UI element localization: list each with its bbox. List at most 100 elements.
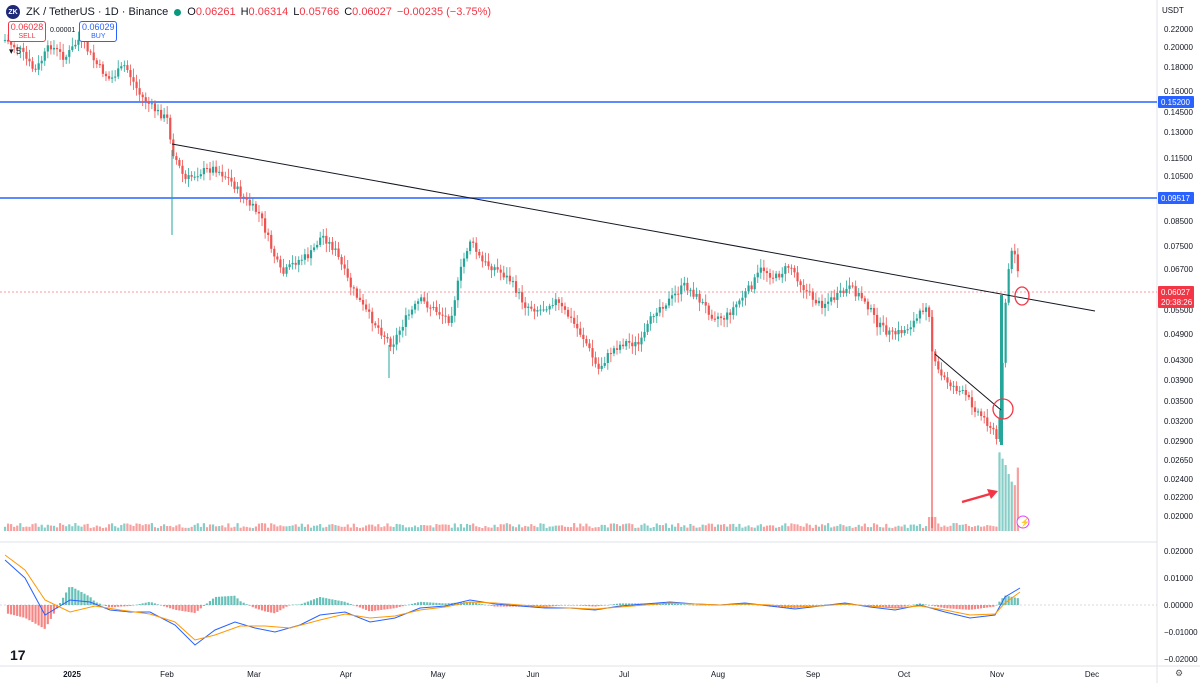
candle-body xyxy=(481,255,484,262)
candle-body xyxy=(811,291,814,300)
volume-bar xyxy=(989,525,992,531)
candle-body xyxy=(738,300,741,305)
candle-body xyxy=(588,343,591,349)
macd-histogram-bar xyxy=(906,605,909,606)
volume-bar xyxy=(882,527,885,531)
macd-histogram-bar xyxy=(576,605,579,606)
volume-bar xyxy=(909,524,912,531)
volume-bar xyxy=(74,523,77,531)
volume-bar xyxy=(866,527,870,531)
macd-histogram-bar xyxy=(921,603,925,605)
macd-histogram-bar xyxy=(227,596,230,605)
volume-bar xyxy=(946,526,949,531)
macd-histogram-bar xyxy=(150,602,153,605)
macd-histogram-bar xyxy=(955,605,958,609)
candle-body xyxy=(462,258,466,267)
macd-histogram-bar xyxy=(65,592,68,605)
macd-histogram-bar xyxy=(120,605,123,607)
candle-body xyxy=(233,181,236,190)
candle-body xyxy=(325,235,328,244)
macd-histogram-bar xyxy=(548,605,551,607)
volume-bar xyxy=(594,527,597,531)
macd-histogram-bar xyxy=(386,605,389,610)
volume-bar xyxy=(465,523,469,531)
time-tick-label: Jun xyxy=(527,670,540,679)
volume-bar xyxy=(1004,465,1007,531)
volume-bar xyxy=(836,525,839,531)
candle-body xyxy=(787,266,790,268)
candle-body xyxy=(775,273,778,279)
tradingview-logo[interactable]: 17 xyxy=(10,647,26,663)
macd-histogram-bar xyxy=(631,603,634,605)
candle-body xyxy=(603,362,606,366)
candle-body xyxy=(410,309,414,315)
volume-bar xyxy=(928,517,931,531)
sell-button[interactable]: 0.06028 SELL xyxy=(8,21,46,42)
candle-body xyxy=(983,416,986,418)
macd-histogram-bar xyxy=(334,599,337,605)
macd-histogram-bar xyxy=(43,605,46,629)
macd-histogram-bar xyxy=(169,605,172,609)
currency-label: USDT xyxy=(1162,6,1184,15)
candle-body xyxy=(215,166,218,173)
volume-bar xyxy=(622,524,625,531)
volume-bar xyxy=(649,527,652,531)
candle-body xyxy=(429,307,432,309)
candle-body xyxy=(548,305,551,310)
indicator-tick-label: 0.00000 xyxy=(1164,601,1193,610)
candle-body xyxy=(517,292,521,294)
candle-body xyxy=(872,307,876,315)
volume-bar xyxy=(181,527,184,531)
volume-bar xyxy=(221,525,224,531)
macd-histogram-bar xyxy=(628,603,631,605)
buy-button[interactable]: 0.06029 BUY xyxy=(79,21,118,42)
volume-bar xyxy=(456,527,459,531)
indicator-tick-label: −0.01000 xyxy=(1164,628,1198,637)
macd-histogram-bar xyxy=(429,602,432,605)
macd-histogram-bar xyxy=(328,598,331,605)
volume-bar xyxy=(560,525,564,531)
candle-body xyxy=(689,289,692,291)
volume-bar xyxy=(138,523,141,531)
price-tag-bg xyxy=(1158,286,1194,298)
macd-histogram-bar xyxy=(104,605,108,606)
volume-bar xyxy=(606,527,609,531)
gear-icon[interactable]: ⚙ xyxy=(1175,668,1184,678)
candle-body xyxy=(248,199,251,206)
candle-body xyxy=(46,45,49,52)
macd-histogram-bar xyxy=(882,605,885,608)
macd-histogram-bar xyxy=(276,605,279,613)
candle-body xyxy=(490,266,493,271)
candle-body xyxy=(58,49,62,52)
volume-bar xyxy=(300,523,303,531)
candle-body xyxy=(319,237,322,245)
candle-body xyxy=(28,58,31,62)
macd-histogram-bar xyxy=(46,605,49,625)
candle-body xyxy=(135,81,138,89)
volume-bar xyxy=(768,525,772,531)
volume-bar xyxy=(961,524,964,531)
volume-bar xyxy=(897,525,900,531)
candle-body xyxy=(282,267,285,274)
volume-bar xyxy=(784,523,787,531)
candle-body xyxy=(726,312,729,320)
volume-bar xyxy=(906,527,909,531)
price-tag-label: 0.15200 xyxy=(1161,98,1190,107)
candle-body xyxy=(129,70,132,78)
macd-histogram-bar xyxy=(156,604,160,605)
macd-histogram-bar xyxy=(312,599,316,605)
symbol-title[interactable]: ZK / TetherUS · 1D · Binance xyxy=(26,6,169,18)
volume-bar xyxy=(845,526,848,531)
macd-histogram-bar xyxy=(371,605,374,612)
candle-body xyxy=(998,418,1001,440)
volume-bar xyxy=(46,524,49,531)
volume-bar xyxy=(199,526,202,531)
quantity-selector[interactable]: ▾ 5 xyxy=(9,46,22,56)
candle-body xyxy=(31,61,34,69)
macd-histogram-bar xyxy=(187,605,190,612)
candle-body xyxy=(423,297,426,302)
short-downtrend-line xyxy=(934,353,1002,411)
candle-body xyxy=(392,344,395,347)
